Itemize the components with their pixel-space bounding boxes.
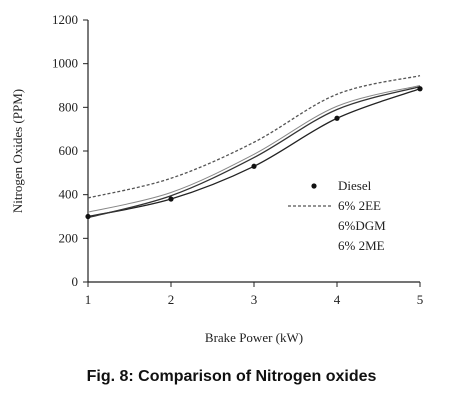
legend-label-6-2me: 6% 2ME [338,238,385,253]
data-point-diesel [334,115,340,121]
legend: Diesel 6% 2EE 6%DGM 6% 2ME [288,178,386,253]
y-tick-label: 1000 [52,56,78,71]
y-tick-label: 400 [59,187,79,202]
x-axis-title: Brake Power (kW) [205,330,303,345]
nox-line-chart: 0 200 400 600 800 1000 1200 1 2 3 4 5 Diesel 6% 2EE 6… [10,12,423,345]
series-lines [87,75,421,219]
data-point-diesel [417,86,423,92]
legend-marker [311,183,317,189]
y-tick-label: 200 [59,230,79,245]
series-line-6-dgm [87,85,421,219]
series-line-6-2me [87,85,421,213]
data-point-diesel [85,213,91,220]
legend-label-6-2ee: 6% 2EE [338,198,381,213]
x-tick-label: 5 [417,292,424,307]
markers [85,86,423,220]
x-tick-label: 2 [168,292,175,307]
data-point-diesel [251,163,257,169]
x-tick-label: 1 [85,292,92,307]
x-tick-label: 4 [334,292,341,307]
y-tick-label: 600 [59,143,79,158]
y-axis-title: Nitrogen Oxides (PPM) [10,89,25,213]
y-tick-label: 0 [72,274,79,289]
data-point-diesel [168,196,174,202]
figure-caption: Fig. 8: Comparison of Nitrogen oxides [86,368,377,385]
legend-label-diesel: Diesel [338,178,372,193]
y-tick-label: 800 [59,99,79,114]
series-line-6-2ee [87,75,421,199]
y-tick-label: 1200 [52,12,78,27]
x-tick-label: 3 [251,292,258,307]
legend-label-6-dgm: 6%DGM [338,218,386,233]
ticks: 0 200 400 600 800 1000 1200 1 2 3 4 5 [52,12,423,307]
